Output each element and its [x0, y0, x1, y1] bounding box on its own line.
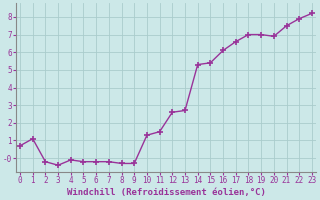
- X-axis label: Windchill (Refroidissement éolien,°C): Windchill (Refroidissement éolien,°C): [67, 188, 265, 197]
